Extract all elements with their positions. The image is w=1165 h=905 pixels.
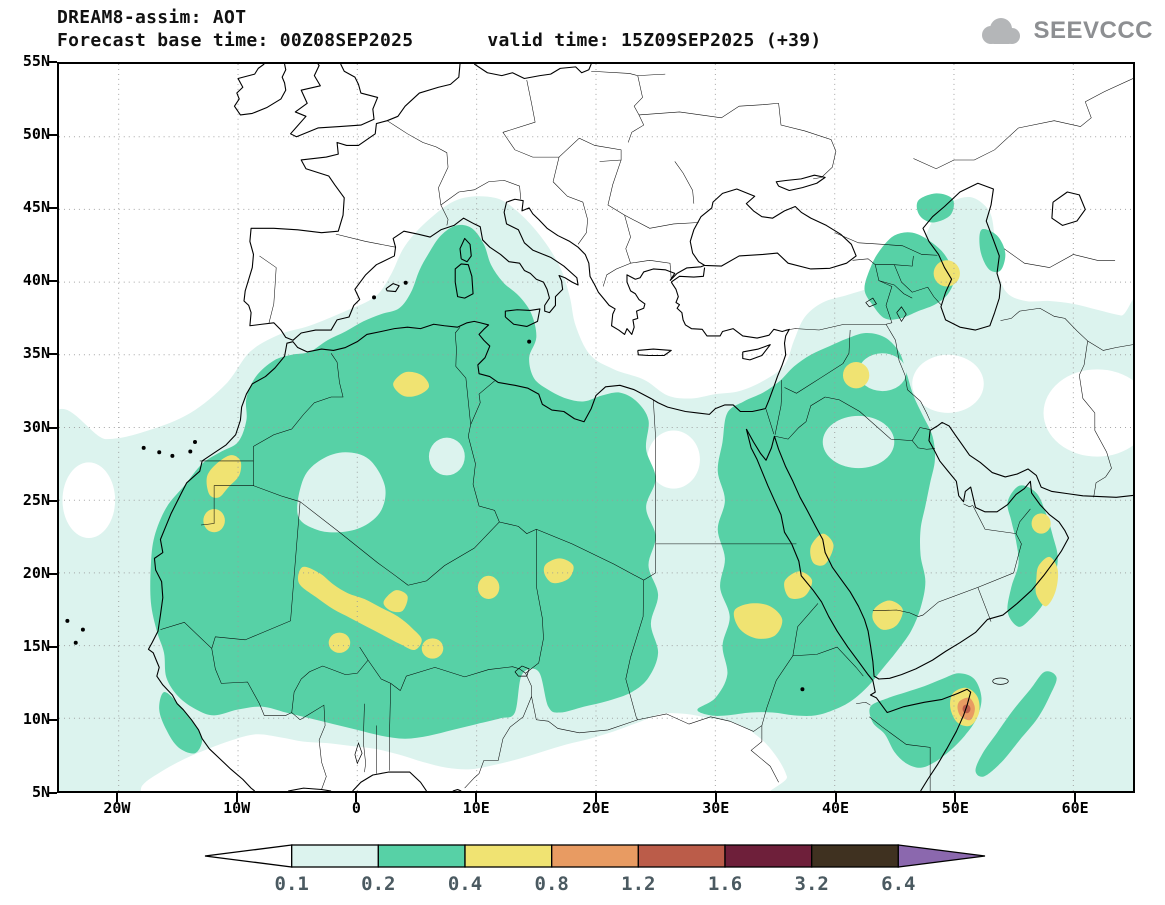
lat-tick-mark (48, 61, 57, 63)
colorbar-segment (551, 844, 640, 868)
colorbar-arrow-right (897, 844, 986, 868)
forecast-base-time: Forecast base time: 00Z08SEP2025 (57, 30, 414, 51)
lon-tick-mark (834, 793, 837, 802)
lon-tick-label: 30E (702, 799, 730, 817)
logo-text: SEEVCCC (1033, 17, 1153, 44)
lon-tick-mark (595, 793, 597, 802)
colorbar-label: 6.4 (881, 873, 916, 895)
aot-contour-map (59, 64, 1133, 791)
lon-tick-label: 10E (462, 799, 490, 817)
lat-tick-label: 35N (22, 344, 50, 363)
lat-tick-label: 5N (31, 783, 50, 801)
colorbar-arrow-left (204, 844, 293, 868)
colorbar-label: 0.1 (274, 873, 309, 895)
colorbar-label: 3.2 (794, 873, 829, 895)
colorbar-segment (464, 844, 553, 868)
lat-tick-label: 20N (22, 563, 50, 582)
lat-tick-mark (48, 280, 57, 283)
lat-tick-mark (48, 645, 57, 648)
lon-tick-label: 60E (1061, 799, 1089, 817)
map-frame (57, 62, 1135, 793)
lat-tick-mark (48, 572, 57, 575)
lon-tick-mark (475, 793, 478, 802)
colorbar-segment (377, 844, 466, 868)
lat-tick-mark (48, 353, 57, 356)
colorbar-segment (637, 844, 726, 868)
colorbar-segment (724, 844, 813, 868)
lat-tick-mark (48, 499, 57, 502)
lat-tick-label: 50N (22, 125, 50, 144)
colorbar-segment (291, 844, 380, 868)
lat-tick-label: 30N (22, 417, 50, 436)
colorbar-segment (811, 844, 900, 868)
lon-tick-label: 20E (582, 799, 610, 817)
lat-tick-label: 10N (22, 709, 50, 728)
seevccc-logo: SEEVCCC (976, 15, 1153, 47)
colorbar-label: 0.8 (534, 873, 569, 895)
lon-tick-mark (1074, 793, 1077, 802)
cloud-icon (982, 18, 1021, 44)
lon-tick-label: 40E (822, 799, 850, 817)
lat-tick-label: 40N (22, 271, 50, 290)
lon-tick-mark (115, 793, 118, 802)
colorbar-label: 1.2 (621, 873, 656, 895)
colorbar-scale (204, 844, 986, 868)
lat-tick-label: 45N (22, 198, 50, 217)
lon-tick-label: 10W (223, 799, 251, 817)
lon-tick-mark (714, 793, 717, 802)
colorbar-label: 0.4 (447, 873, 483, 895)
valid-time: valid time: 15Z09SEP2025 (+39) (487, 30, 822, 51)
lon-tick-label: 0 (351, 799, 361, 817)
lon-tick-label: 20W (103, 799, 131, 817)
lat-tick-label: 25N (22, 490, 50, 509)
colorbar-legend: 0.1 0.2 0.4 0.8 1.2 1.6 3.2 6.4 (204, 844, 986, 905)
lon-tick-mark (954, 793, 957, 802)
page-title: DREAM8-assim: AOT (57, 7, 247, 28)
colorbar-label: 1.6 (707, 873, 743, 895)
lat-tick-mark (48, 718, 57, 721)
lon-tick-label: 50E (941, 799, 969, 817)
lat-tick-label: 15N (22, 636, 50, 655)
lat-tick-mark (48, 426, 57, 429)
forecast-times: Forecast base time: 00Z08SEP2025 valid ti… (57, 30, 822, 51)
lon-tick-mark (235, 793, 238, 802)
lon-tick-mark (355, 793, 358, 802)
lat-tick-mark (48, 207, 57, 210)
lat-tick-label: 55N (22, 52, 50, 70)
colorbar-label: 0.2 (361, 873, 396, 895)
lat-tick-mark (48, 134, 57, 137)
lat-tick-mark (48, 792, 57, 794)
